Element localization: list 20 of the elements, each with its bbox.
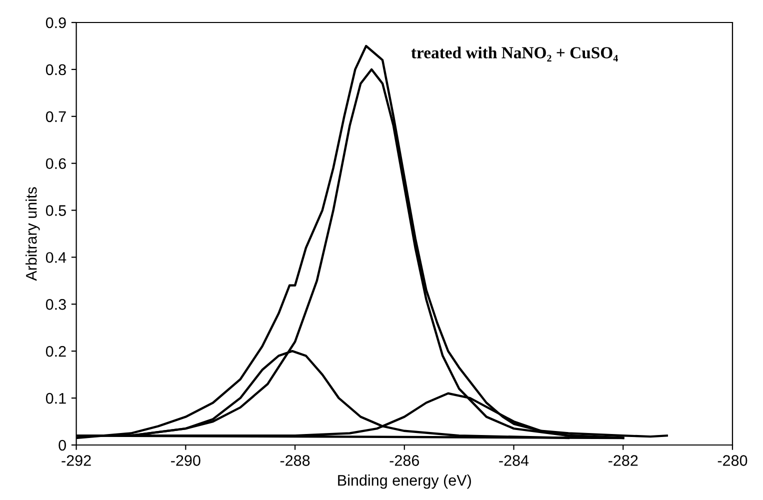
- x-tick-label: -292: [62, 455, 91, 466]
- y-tick-label: 0: [58, 440, 66, 451]
- y-tick-label: 0.9: [46, 17, 66, 28]
- y-tick-label: 0.1: [46, 392, 66, 404]
- x-tick-label: -286: [390, 455, 420, 466]
- x-tick-label: -280: [718, 455, 748, 466]
- x-tick-label: -284: [499, 455, 529, 466]
- y-tick-label: 0.6: [46, 158, 66, 170]
- y-tick-label: 0.3: [46, 299, 66, 310]
- y-tick-label: 0.2: [46, 346, 66, 357]
- y-axis-title: Arbitrary units: [26, 187, 40, 281]
- x-tick-label: -290: [171, 455, 200, 466]
- y-tick-label: 0.8: [46, 64, 66, 76]
- y-tick-label: 0.7: [46, 111, 66, 122]
- x-axis-title: Binding energy (eV): [338, 474, 471, 489]
- x-tick-label: -288: [280, 455, 310, 466]
- y-tick-label: 0.5: [46, 205, 66, 216]
- x-tick-label: -282: [608, 455, 638, 466]
- y-tick-label: 0.4: [46, 252, 66, 263]
- annotation: treated with NaNO₂ + CuSO₄: [411, 46, 618, 62]
